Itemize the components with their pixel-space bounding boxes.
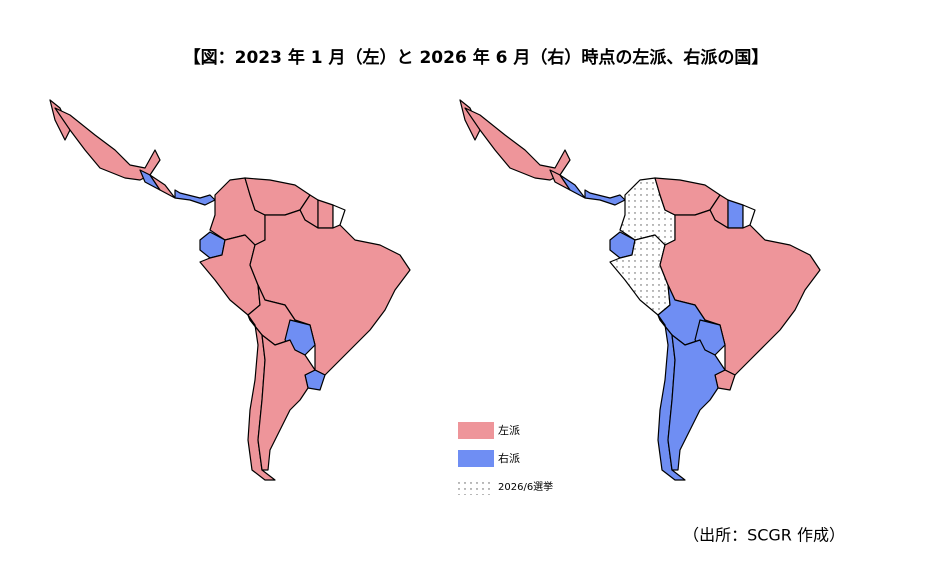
legend-label: 左派 <box>498 424 520 437</box>
legend-label: 2026/6選挙 <box>498 480 553 493</box>
title: 【図：2023 年 1 月（左）と 2026 年 6 月（右）時点の左派、右派の… <box>184 47 769 68</box>
legend: 左派 右派 2026/6選挙 <box>458 422 553 495</box>
map-2026 <box>459 99 821 481</box>
legend-label: 右派 <box>498 451 520 465</box>
map-2023 <box>49 99 411 481</box>
legend-swatch <box>458 422 494 439</box>
legend-swatch <box>458 450 494 467</box>
legend-swatch <box>458 478 494 495</box>
source: （出所：SCGR 作成） <box>683 526 845 545</box>
